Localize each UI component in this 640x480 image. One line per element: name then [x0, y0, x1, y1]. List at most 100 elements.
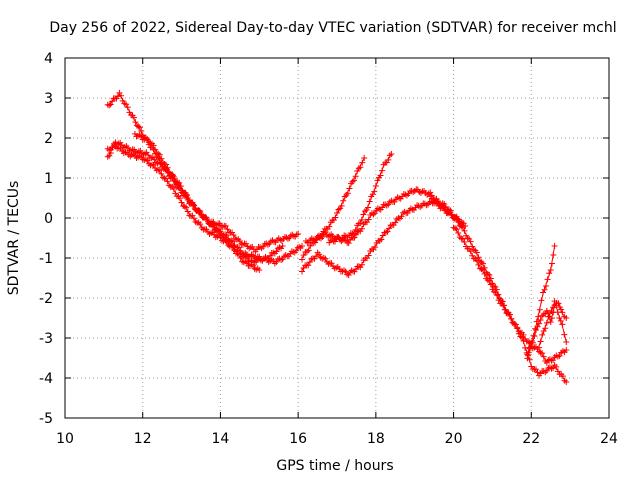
data-point — [542, 325, 549, 332]
data-point — [346, 185, 353, 192]
data-point — [305, 247, 312, 254]
data-point — [130, 114, 137, 121]
data-point — [348, 267, 355, 274]
series-arc-4 — [131, 130, 306, 267]
data-point — [374, 177, 381, 184]
data-point — [556, 352, 563, 359]
data-point — [453, 226, 460, 233]
data-point — [164, 178, 171, 185]
data-point — [223, 232, 230, 239]
data-point — [351, 230, 358, 237]
series-arc-12 — [524, 243, 558, 358]
data-point — [156, 167, 163, 174]
data-point — [372, 183, 379, 190]
data-point — [177, 195, 184, 202]
data-point — [561, 331, 568, 338]
data-point — [293, 247, 300, 254]
data-point — [467, 238, 474, 245]
data-point — [360, 211, 367, 218]
data-point — [158, 155, 165, 162]
series-arc-10 — [450, 224, 570, 366]
data-point — [540, 327, 547, 334]
data-point — [392, 219, 399, 226]
y-tick-label: 2 — [44, 131, 53, 147]
data-point — [151, 156, 158, 163]
data-point — [398, 213, 405, 220]
data-point — [328, 260, 335, 267]
series-arc-7 — [302, 155, 368, 246]
data-point — [305, 262, 312, 269]
data-point — [307, 242, 314, 249]
data-point — [553, 302, 560, 309]
data-point — [123, 101, 130, 108]
data-point — [299, 268, 306, 275]
data-point — [114, 93, 121, 100]
data-point — [124, 104, 131, 111]
data-point — [535, 313, 542, 320]
data-point — [541, 286, 548, 293]
y-tick-label: 0 — [44, 211, 53, 227]
data-point — [326, 232, 333, 239]
data-point — [197, 209, 204, 216]
data-point — [550, 252, 557, 259]
data-point — [273, 248, 280, 255]
y-tick-label: 3 — [44, 91, 53, 107]
data-point — [138, 127, 145, 134]
data-point — [355, 165, 362, 172]
data-point — [508, 315, 515, 322]
data-point — [374, 205, 381, 212]
data-point — [109, 98, 116, 105]
x-tick-label: 12 — [134, 431, 152, 447]
data-point — [164, 164, 171, 171]
data-point — [152, 146, 159, 153]
data-point — [107, 149, 114, 156]
data-point — [388, 151, 395, 157]
data-point — [322, 255, 329, 262]
data-point — [486, 277, 493, 284]
data-point — [495, 297, 502, 304]
data-point — [386, 225, 393, 232]
data-point — [530, 332, 537, 339]
data-point — [365, 204, 372, 211]
data-point — [543, 319, 550, 326]
data-point — [539, 331, 546, 338]
x-axis-label: GPS time / hours — [276, 458, 393, 474]
series-arc-3 — [104, 139, 302, 255]
data-point — [320, 228, 327, 235]
data-point — [340, 197, 347, 204]
data-point — [194, 219, 201, 226]
data-point — [222, 223, 229, 230]
data-point — [358, 225, 365, 232]
data-point — [386, 152, 393, 159]
x-tick-label: 18 — [367, 431, 385, 447]
data-point — [290, 248, 297, 255]
data-point — [156, 151, 163, 158]
data-point — [352, 173, 359, 180]
data-point — [461, 227, 468, 234]
data-point — [385, 156, 392, 163]
data-point — [366, 198, 373, 205]
data-point — [184, 208, 191, 215]
grid-lines — [65, 58, 609, 418]
data-point — [480, 267, 487, 273]
data-point — [473, 257, 480, 264]
data-point — [306, 259, 313, 266]
data-point — [299, 256, 306, 263]
data-point — [452, 225, 459, 232]
data-point — [163, 161, 170, 168]
data-point — [539, 350, 546, 357]
data-point — [296, 243, 303, 250]
data-point — [532, 366, 539, 373]
data-point — [549, 260, 556, 267]
data-point — [316, 251, 323, 258]
y-tick-label: -2 — [39, 291, 53, 307]
data-point — [543, 282, 550, 289]
data-point — [557, 317, 564, 324]
x-tick-label: 14 — [212, 431, 230, 447]
data-point — [487, 281, 494, 288]
data-point — [299, 243, 306, 249]
data-point — [345, 240, 352, 247]
data-point — [449, 211, 456, 218]
data-point — [550, 304, 557, 311]
data-point — [551, 298, 558, 305]
